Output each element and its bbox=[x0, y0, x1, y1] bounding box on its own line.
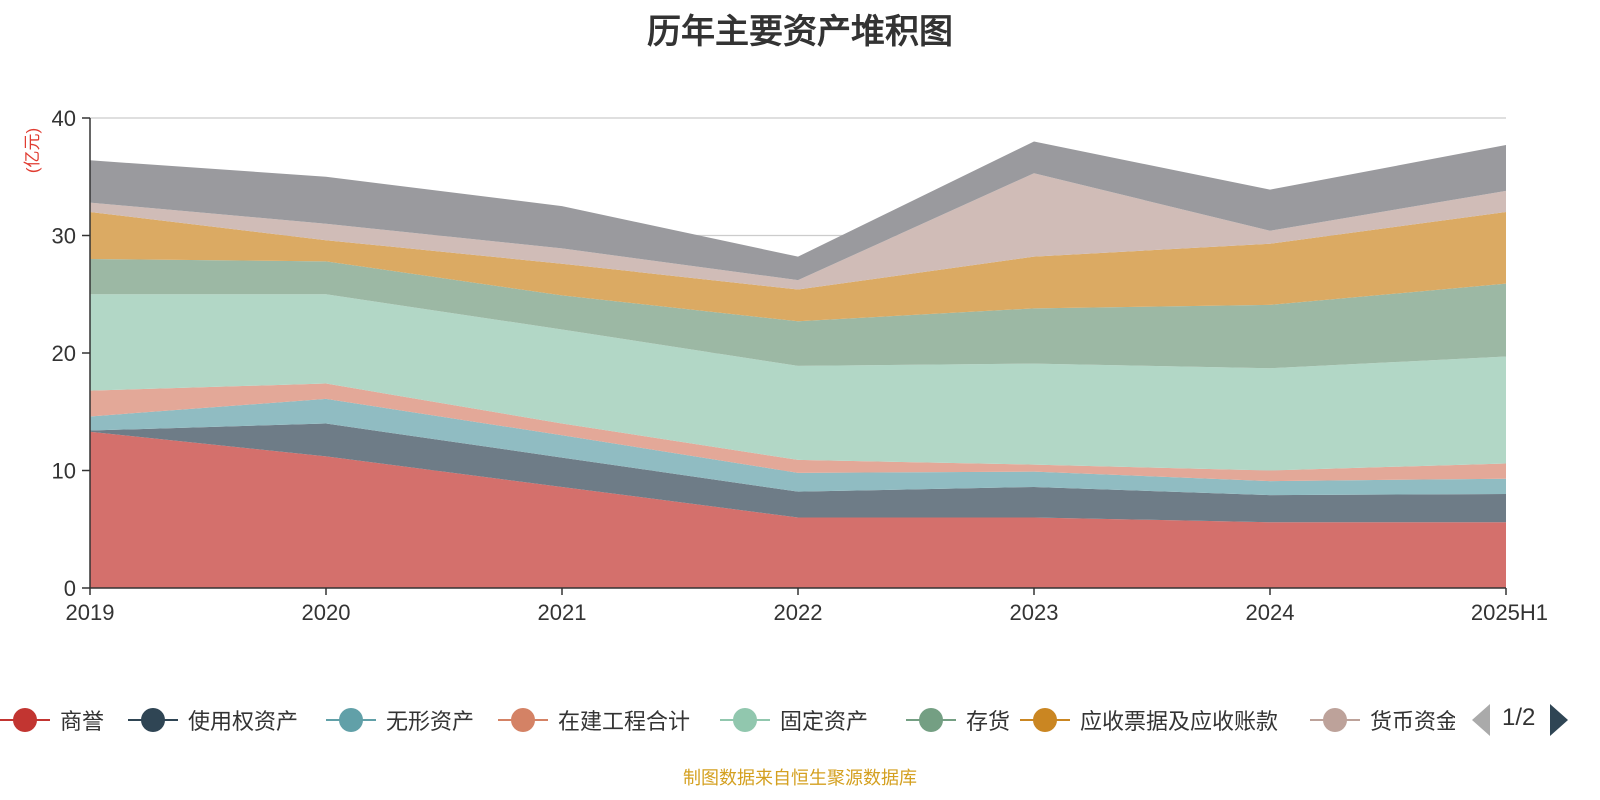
legend-item[interactable]: 商誉 bbox=[0, 702, 104, 738]
area-series-5[interactable] bbox=[90, 259, 1506, 369]
x-tick-label: 2024 bbox=[1246, 600, 1295, 625]
legend-marker-dot bbox=[919, 708, 943, 732]
legend-label: 应收票据及应收账款 bbox=[1080, 709, 1279, 734]
x-tick-label: 2023 bbox=[1010, 600, 1059, 625]
legend-prev-arrow-icon[interactable] bbox=[1472, 704, 1490, 736]
y-tick-label: 0 bbox=[64, 576, 76, 601]
area-series-7[interactable] bbox=[90, 173, 1506, 290]
area-series-8[interactable] bbox=[90, 141, 1506, 281]
legend-marker-icon bbox=[326, 702, 376, 738]
legend-marker-dot bbox=[141, 708, 165, 732]
axes bbox=[82, 117, 1507, 595]
x-tick-label: 2022 bbox=[774, 600, 823, 625]
legend-marker-icon bbox=[1020, 702, 1070, 738]
legend-label: 货币资金 bbox=[1370, 709, 1455, 734]
y-tick-label: 20 bbox=[52, 341, 76, 366]
legend-marker-dot bbox=[13, 708, 37, 732]
y-tick-labels: 0 10 20 30 40 bbox=[52, 106, 76, 601]
y-tick-label: 40 bbox=[52, 106, 76, 131]
legend-marker-icon bbox=[906, 702, 956, 738]
legend-marker-icon bbox=[1310, 702, 1360, 738]
area-series bbox=[90, 141, 1506, 588]
area-series-1[interactable] bbox=[90, 423, 1506, 523]
legend-item[interactable]: 应收票据及应收账款 bbox=[1020, 702, 1278, 738]
legend-marker-icon bbox=[0, 702, 50, 738]
x-tick-labels: 2019 2020 2021 2022 2023 2024 2025H1 bbox=[66, 600, 1548, 625]
legend-marker-dot bbox=[1033, 708, 1057, 732]
legend-label: 使用权资产 bbox=[188, 709, 299, 734]
legend-marker-dot bbox=[511, 708, 535, 732]
area-series-3[interactable] bbox=[90, 383, 1506, 482]
legend-label: 固定资产 bbox=[780, 709, 869, 734]
legend: 商誉 使用权资产 无形资产 在建工程合计 固定资产 存货 应收票据及应收账款 货币资金 bbox=[0, 702, 1455, 742]
legend-label: 无形资产 bbox=[386, 709, 475, 734]
legend-item[interactable]: 存货 bbox=[906, 702, 1010, 738]
legend-marker-dot bbox=[733, 708, 757, 732]
legend-label: 存货 bbox=[966, 709, 1011, 734]
legend-item[interactable]: 在建工程合计 bbox=[498, 702, 690, 738]
legend-marker-icon bbox=[498, 702, 548, 738]
area-series-0[interactable] bbox=[90, 431, 1506, 588]
x-tick-label: 2019 bbox=[66, 600, 115, 625]
x-tick-label: 2025H1 bbox=[1471, 600, 1548, 625]
data-source-footer: 制图数据来自恒生聚源数据库 bbox=[683, 768, 917, 788]
legend-marker-dot bbox=[339, 708, 363, 732]
legend-item[interactable]: 使用权资产 bbox=[128, 702, 298, 738]
stacked-area-chart: 0 10 20 30 40 2019 2020 2021 2022 2023 2024 2025H1 bbox=[52, 106, 1548, 625]
legend-marker-icon bbox=[720, 702, 770, 738]
legend-item[interactable]: 货币资金 bbox=[1310, 702, 1455, 738]
legend-next-arrow-icon[interactable] bbox=[1550, 704, 1568, 736]
x-tick-label: 2021 bbox=[538, 600, 587, 625]
legend-item[interactable]: 无形资产 bbox=[326, 702, 474, 738]
legend-item[interactable]: 固定资产 bbox=[720, 702, 868, 738]
legend-marker-dot bbox=[1323, 708, 1347, 732]
area-series-2[interactable] bbox=[90, 398, 1506, 496]
legend-marker-icon bbox=[128, 702, 178, 738]
area-series-4[interactable] bbox=[90, 294, 1506, 471]
legend-label: 商誉 bbox=[60, 709, 105, 734]
area-series-6[interactable] bbox=[90, 212, 1506, 322]
y-tick-label: 30 bbox=[52, 224, 76, 249]
legend-label: 在建工程合计 bbox=[558, 709, 691, 734]
legend-page-indicator: 1/2 bbox=[1502, 704, 1536, 731]
x-tick-label: 2020 bbox=[302, 600, 351, 625]
legend-pager: 1/2 bbox=[1462, 702, 1600, 738]
chart-title: 历年主要资产堆积图 bbox=[647, 13, 953, 51]
y-tick-label: 10 bbox=[52, 459, 76, 484]
